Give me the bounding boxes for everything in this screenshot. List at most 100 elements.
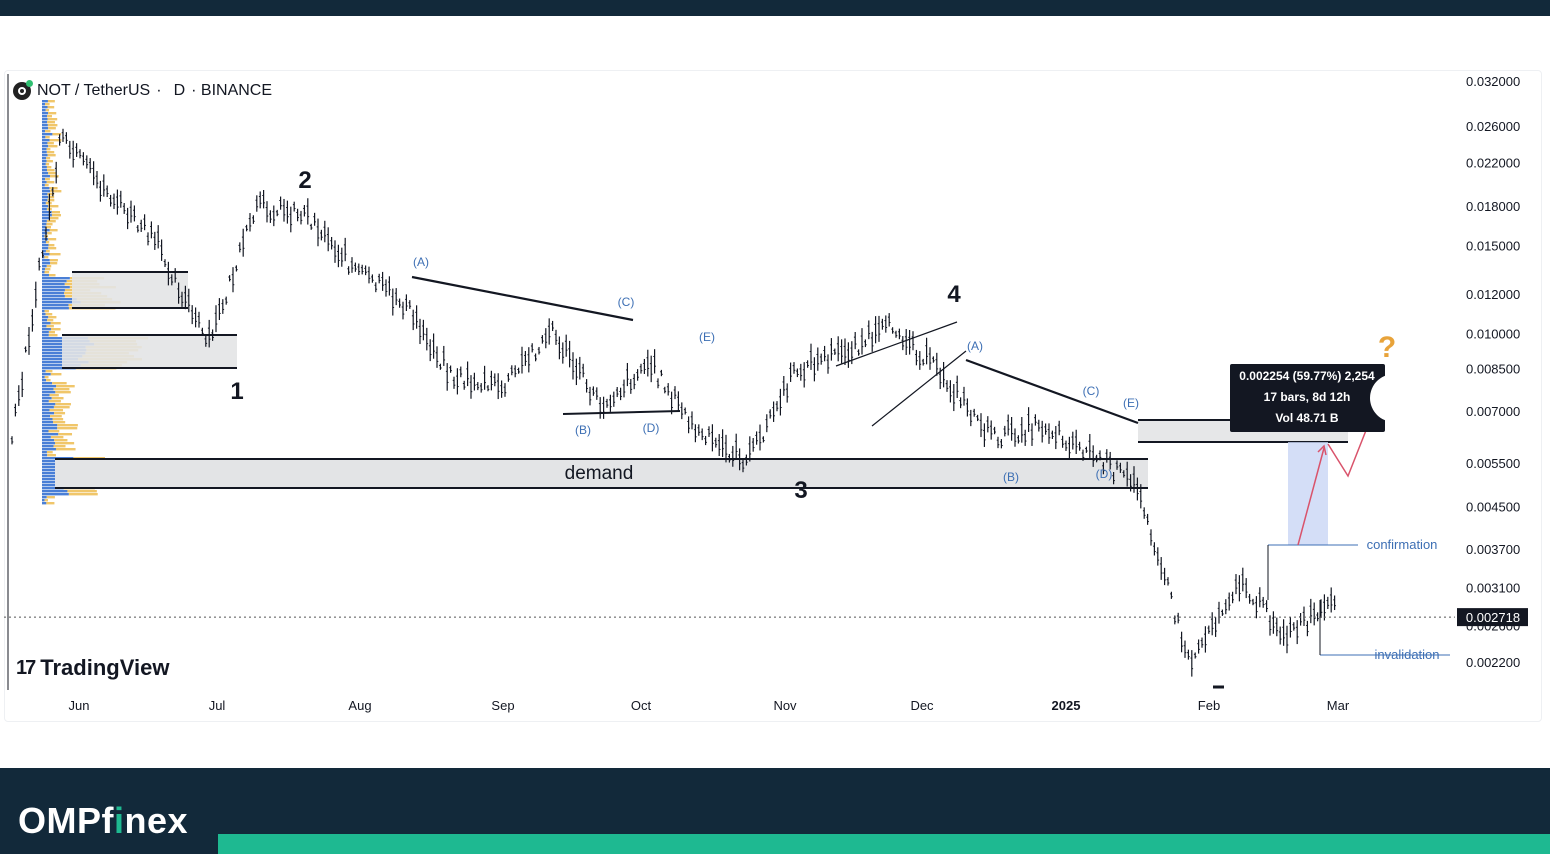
demand-zone [55,459,1148,488]
vp-bar-sell [45,109,50,112]
vp-bar-buy [42,295,65,298]
vp-bar-sell [48,196,55,199]
vp-bar-sell [44,271,50,274]
vp-bar-sell [50,415,62,418]
vp-bar-sell [48,430,60,433]
vp-bar-sell [46,265,52,268]
interval-label[interactable]: D [173,82,186,99]
vp-bar-buy [42,379,47,382]
x-tick-label: 2025 [1052,698,1081,713]
vp-bar-buy [42,304,69,307]
vp-bar-buy [42,382,53,385]
vp-bar-buy [42,388,54,391]
vp-bar-buy [42,385,57,388]
vp-bar-sell [57,424,78,427]
trendline [871,350,967,427]
vp-bar-buy [42,142,48,145]
vp-bar-buy [42,424,58,427]
supply-zone [62,335,237,368]
y-tick-label: 0.032000 [1466,74,1520,89]
wave-label: 4 [947,281,961,308]
vp-bar-buy [42,376,45,379]
vp-bar-buy [42,301,81,304]
vp-bar-sell [46,166,52,169]
vp-bar-sell [53,421,66,424]
vp-bar-sell [46,157,51,160]
y-tick-label: 0.007000 [1466,404,1520,419]
vp-bar-buy [42,322,51,325]
y-tick-label: 0.002200 [1466,655,1520,670]
vp-bar-buy [42,244,49,247]
vp-bar-sell [49,394,59,397]
vp-bar-buy [42,319,48,322]
vp-bar-buy [42,133,53,136]
vp-bar-buy [42,238,49,241]
vp-bar-buy [42,502,47,505]
tradingview-watermark: 17 TradingView [16,655,169,681]
vp-bar-sell [55,391,71,394]
symbol-label[interactable]: NOT / TetherUS [37,82,151,99]
vp-bar-sell [46,220,56,223]
vp-bar-buy [42,202,46,205]
vp-bar-sell [49,259,58,262]
vp-bar-buy [42,157,47,160]
vp-bar-buy [42,370,46,373]
vp-bar-buy [42,109,46,112]
vp-bar-buy [42,223,47,226]
vp-bar-sell [48,244,55,247]
vp-bar-sell [46,502,55,505]
vp-bar-sell [49,253,61,256]
vp-bar-buy [42,256,45,259]
vp-bar-sell [48,331,55,334]
vp-bar-sell [47,118,58,121]
vp-bar-buy [42,463,61,466]
vp-bar-sell [53,406,70,409]
vp-bar-sell [50,322,61,325]
vp-bar-sell [50,328,61,331]
wave-labels: 1 2 3 4 (A) (B) (C) (D) (E) (A) (B) (C) (D) (E) confir… [230,167,1440,689]
vp-bar-sell [58,433,73,436]
measure-line1: 0.002254 (59.77%) 2,254 [1239,369,1375,383]
vp-bar-sell [53,388,70,391]
vp-bar-buy [42,127,49,130]
x-tick-label: Jul [209,698,226,713]
vp-bar-sell [49,139,62,142]
vp-bar-buy [42,199,48,202]
triangle-label: (A) [413,255,429,269]
vp-bar-sell [45,250,50,253]
vp-bar-buy [42,334,49,337]
x-tick-label: Mar [1327,698,1350,713]
x-tick-label: Dec [910,698,934,713]
vp-bar-buy [42,247,49,250]
confirmation-label: confirmation [1367,537,1438,552]
vp-bar-sell [47,100,55,103]
vp-bar-buy [42,151,47,154]
vp-bar-buy [42,235,45,238]
x-tick-label: Oct [631,698,652,713]
last-price-label: 0.002718 [1466,610,1520,625]
vp-bar-sell [46,325,54,328]
vp-bar-sell [52,133,62,136]
vp-bar-sell [50,190,62,193]
vp-bar-buy [42,169,48,172]
vp-bar-buy [42,187,50,190]
measure-tooltip [1230,364,1385,432]
vp-bar-sell [46,451,53,454]
vp-bar-buy [42,136,46,139]
trendline [411,275,634,322]
vp-bar-sell [47,124,58,127]
vp-bar-buy [42,220,47,223]
vp-bar-buy [42,328,51,331]
vp-bar-buy [42,472,68,475]
measure-line2: 17 bars, 8d 12h [1264,390,1351,404]
vp-bar-buy [42,241,46,244]
vp-bar-sell [45,226,52,229]
vp-bar-buy [42,418,53,421]
vp-bar-sell [47,142,54,145]
vp-bar-sell [57,427,78,430]
triangle-label: (D) [643,421,660,435]
vp-bar-sell [52,382,67,385]
y-tick-label: 0.003100 [1466,581,1520,596]
vp-bar-buy [42,292,65,295]
